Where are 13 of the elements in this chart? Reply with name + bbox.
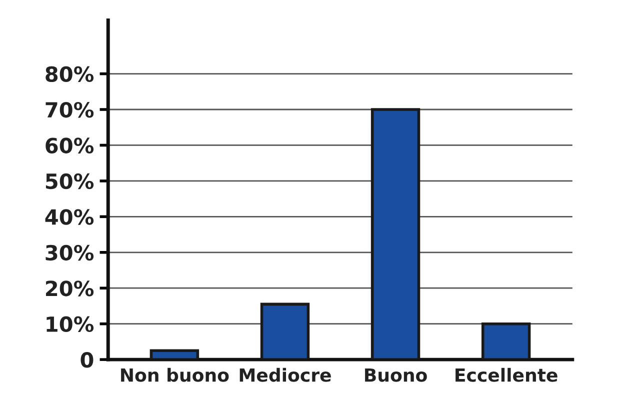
y-tick-label: 20% bbox=[46, 280, 94, 296]
x-tick-label: Mediocre bbox=[240, 368, 331, 382]
y-tick-label: 0 bbox=[80, 352, 94, 368]
x-tick-label: Non buono bbox=[121, 368, 229, 382]
y-tick-label: 30% bbox=[46, 244, 94, 261]
y-tick-label: 70% bbox=[46, 102, 94, 118]
y-tick-label: 80% bbox=[46, 66, 94, 82]
y-tick-label: 50% bbox=[46, 173, 94, 190]
y-tick-label: 60% bbox=[46, 138, 94, 154]
x-tick-label: Eccellente bbox=[456, 368, 558, 382]
y-tick-label: 40% bbox=[45, 209, 94, 225]
y-tick-label: 10% bbox=[46, 316, 94, 332]
x-tick-label: Buono bbox=[365, 368, 427, 382]
